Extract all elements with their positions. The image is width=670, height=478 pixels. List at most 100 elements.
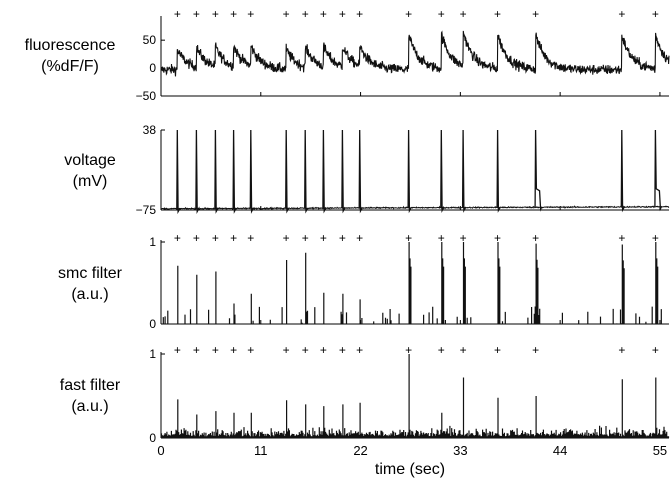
voltage-spike [620,129,625,213]
fast-spike-marker: + [438,343,445,357]
voltage-ylabel-line2: (mV) [72,173,108,190]
smc-ytick-label: 1 [149,235,156,249]
fast-spike-marker: + [532,343,539,357]
smc-ytick-label: 0 [149,317,156,331]
fast-spike-marker: + [230,343,237,357]
voltage-spike [195,129,200,215]
fast-ylabel-line1: fast filter [59,377,121,394]
fast-spike-marker: + [405,343,412,357]
fluorescence-spike-marker: + [438,7,445,21]
fast-spike-marker: + [283,343,290,357]
fluorescence-spike-marker: + [460,7,467,21]
voltage-spike [440,129,445,214]
smc-spike-marker: + [247,231,254,245]
fast-spike-marker: + [494,343,501,357]
smc-spike-marker: + [356,231,363,245]
smc-ylabel-line1: smc filter [58,265,122,282]
fluorescence-spike-marker: + [339,7,346,21]
smc-ylabel-line2: (a.u.) [71,286,109,303]
fast-spike-marker: + [356,343,363,357]
fluorescence-ytick-label: 0 [149,61,156,75]
x-tick-label: 55 [653,443,667,458]
fluorescence-spike-marker: + [212,7,219,21]
voltage-spike [654,129,662,212]
smc-spike-marker: + [174,231,181,245]
fast-spike-marker: + [193,343,200,357]
fluorescence-spike-marker: + [652,7,659,21]
x-axis-title: time (sec) [375,461,445,478]
fast-spike-marker: + [618,343,625,357]
x-tick-label: 22 [353,443,367,458]
fast-filter-trace [160,354,670,438]
voltage-ylabel-line1: voltage [64,152,116,169]
voltage-spike [249,129,254,214]
fluorescence-spike-marker: + [405,7,412,21]
smc-spike-marker: + [494,231,501,245]
fast-ylabel-line2: (a.u.) [71,398,109,415]
fluorescence-ytick-label: 50 [143,33,157,47]
fast-spike-marker: + [302,343,309,357]
fast-spike-marker: + [320,343,327,357]
voltage-spike [232,129,237,214]
voltage-spike [176,129,181,215]
fluorescence-spike-marker: + [174,7,181,21]
voltage-baseline-trace [160,205,670,211]
smc-spike-marker: + [302,231,309,245]
voltage-spike [322,129,327,214]
voltage-spike [534,129,543,212]
voltage-spike [214,129,219,214]
fast-spike-marker: + [339,343,346,357]
fluorescence-spike-marker: + [193,7,200,21]
smc-spike-marker: + [652,231,659,245]
fluorescence-spike-marker: + [532,7,539,21]
fast-spike-marker: + [247,343,254,357]
fluorescence-spike-marker: + [618,7,625,21]
fluorescence-spike-marker: + [302,7,309,21]
x-tick-label: 11 [254,443,268,458]
fluorescence-spike-marker: + [494,7,501,21]
voltage-spike [358,129,363,214]
voltage-spike [285,129,290,214]
fluorescence-ytick-label: −50 [136,89,157,103]
smc-spike-marker: + [193,231,200,245]
voltage-ytick-label: −75 [136,203,157,217]
smc-spike-marker: + [320,231,327,245]
smc-spike-marker: + [405,231,412,245]
voltage-spike [407,129,412,214]
fluorescence-spike-marker: + [320,7,327,21]
fast-ylabel: fast filter (a.u.) [30,375,150,417]
smc-filter-trace [162,242,662,324]
x-tick-label: 0 [157,443,164,458]
voltage-ylabel: voltage (mV) [40,150,140,192]
x-tick-label: 33 [453,443,467,458]
voltage-ytick-label: 38 [143,123,157,137]
fluorescence-spike-marker: + [230,7,237,21]
x-tick-label: 44 [553,443,567,458]
smc-spike-marker: + [532,231,539,245]
fluorescence-spike-marker: + [247,7,254,21]
fluorescence-ylabel-line1: fluorescence [24,37,116,54]
smc-spike-marker: + [438,231,445,245]
voltage-spike [461,129,467,213]
fluorescence-ylabel-line2: (%dF/F) [41,58,99,75]
fast-spike-marker: + [174,343,181,357]
fast-ytick-label: 0 [149,431,156,445]
voltage-spike [341,129,346,214]
fast-ytick-label: 1 [149,347,156,361]
fluorescence-spike-marker: + [283,7,290,21]
fast-spike-marker: + [460,343,467,357]
fluorescence-trace [160,30,670,77]
smc-spike-marker: + [460,231,467,245]
fluorescence-spike-marker: + [356,7,363,21]
smc-spike-marker: + [212,231,219,245]
smc-spike-marker: + [283,231,290,245]
smc-spike-marker: + [618,231,625,245]
fast-spike-marker: + [212,343,219,357]
voltage-spike [304,129,309,214]
smc-spike-marker: + [230,231,237,245]
fluorescence-ylabel: fluorescence (%dF/F) [0,35,140,77]
smc-ylabel: smc filter (a.u.) [30,263,150,305]
voltage-spike [496,129,501,213]
fast-spike-marker: + [652,343,659,357]
